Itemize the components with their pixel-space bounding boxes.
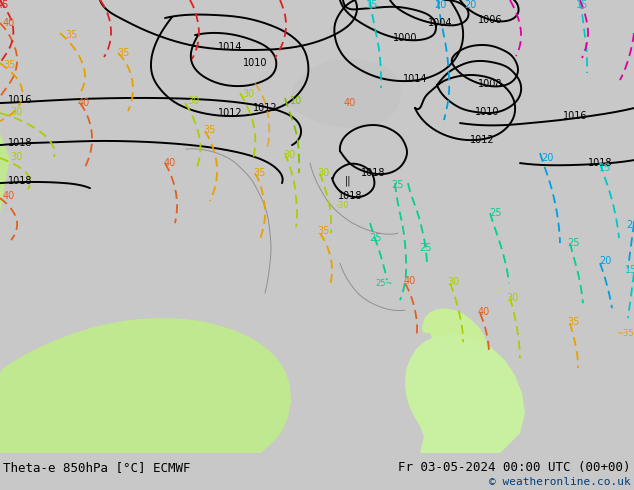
Text: 30: 30 (10, 152, 22, 162)
Text: 35: 35 (317, 226, 329, 236)
Text: 1012: 1012 (253, 103, 277, 113)
Text: 1010: 1010 (243, 58, 268, 68)
Text: 1014: 1014 (403, 74, 427, 84)
Text: Fr 03-05-2024 00:00 UTC (00+00): Fr 03-05-2024 00:00 UTC (00+00) (398, 461, 631, 474)
Text: 40: 40 (3, 18, 15, 28)
Polygon shape (405, 334, 525, 453)
Text: 40: 40 (164, 158, 176, 168)
Text: 1012: 1012 (217, 108, 242, 118)
Text: 40: 40 (404, 276, 416, 286)
Text: 25: 25 (568, 238, 580, 248)
Polygon shape (252, 184, 417, 300)
Text: 30: 30 (187, 96, 199, 106)
Text: 35: 35 (3, 60, 15, 70)
Polygon shape (290, 59, 401, 128)
Text: 15: 15 (366, 0, 378, 10)
Text: 15: 15 (598, 163, 611, 173)
Text: 1018: 1018 (8, 176, 32, 186)
Text: 1010: 1010 (475, 107, 499, 117)
Polygon shape (355, 173, 401, 233)
Text: 20: 20 (464, 0, 476, 10)
Text: 20: 20 (434, 0, 446, 10)
Text: 40: 40 (3, 191, 15, 201)
Text: 1016: 1016 (563, 111, 587, 121)
Text: 1016: 1016 (8, 95, 32, 105)
Text: -30: -30 (335, 200, 349, 210)
Text: 30: 30 (10, 107, 22, 117)
Text: 30: 30 (317, 168, 329, 178)
Text: © weatheronline.co.uk: © weatheronline.co.uk (489, 477, 631, 487)
Text: 40: 40 (478, 307, 490, 317)
Text: 35: 35 (204, 125, 216, 135)
Text: 25~: 25~ (375, 279, 392, 288)
Text: 1018: 1018 (8, 138, 32, 148)
Text: 35: 35 (567, 317, 579, 327)
Polygon shape (0, 0, 291, 453)
Text: ~35: ~35 (616, 329, 634, 338)
Text: 25: 25 (418, 243, 431, 253)
Text: 1008: 1008 (478, 79, 502, 89)
Polygon shape (422, 308, 488, 370)
Text: 10: 10 (290, 96, 302, 106)
Text: 15: 15 (576, 0, 588, 10)
Text: 25: 25 (369, 233, 381, 243)
Text: 30: 30 (506, 293, 518, 303)
Text: 40: 40 (78, 98, 90, 108)
Text: 35: 35 (254, 168, 266, 178)
Text: 1012: 1012 (470, 135, 495, 145)
Text: 1018: 1018 (338, 191, 362, 201)
Text: 35: 35 (118, 48, 130, 58)
Text: 35: 35 (66, 30, 78, 40)
Text: 1004: 1004 (428, 18, 452, 28)
Text: 1018: 1018 (588, 158, 612, 168)
Text: 1014: 1014 (217, 42, 242, 52)
Text: 1018: 1018 (361, 168, 385, 178)
Text: 45: 45 (0, 0, 9, 10)
Text: 25: 25 (391, 180, 403, 190)
Text: 30: 30 (447, 277, 459, 287)
Text: 25: 25 (489, 208, 502, 218)
Text: 1006: 1006 (478, 15, 502, 25)
Text: Theta-e 850hPa [°C] ECMWF: Theta-e 850hPa [°C] ECMWF (3, 461, 191, 474)
Text: 15: 15 (625, 265, 634, 275)
Polygon shape (252, 120, 385, 200)
Text: 20: 20 (598, 256, 611, 266)
Text: 20: 20 (541, 153, 553, 163)
Text: 40: 40 (344, 98, 356, 108)
Text: 20: 20 (626, 220, 634, 230)
Text: ||: || (345, 176, 351, 186)
Text: 30: 30 (242, 89, 254, 99)
Text: 30: 30 (283, 150, 295, 160)
Text: 1000: 1000 (392, 33, 417, 43)
